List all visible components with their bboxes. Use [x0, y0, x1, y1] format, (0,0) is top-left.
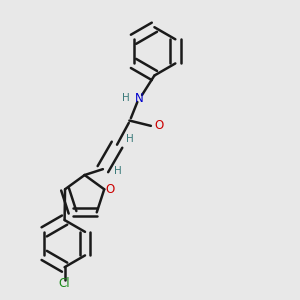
Text: O: O	[106, 183, 115, 196]
Text: H: H	[114, 167, 122, 176]
Text: H: H	[122, 93, 129, 103]
Text: O: O	[154, 119, 164, 132]
Text: H: H	[125, 134, 133, 144]
Text: N: N	[135, 92, 144, 105]
Text: Cl: Cl	[59, 277, 70, 290]
